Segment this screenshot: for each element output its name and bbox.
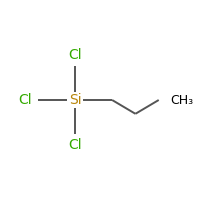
Text: Si: Si xyxy=(69,93,82,107)
Text: CH₃: CH₃ xyxy=(170,94,194,106)
Text: Cl: Cl xyxy=(68,48,82,62)
Text: Cl: Cl xyxy=(68,138,82,152)
Text: Cl: Cl xyxy=(18,93,32,107)
